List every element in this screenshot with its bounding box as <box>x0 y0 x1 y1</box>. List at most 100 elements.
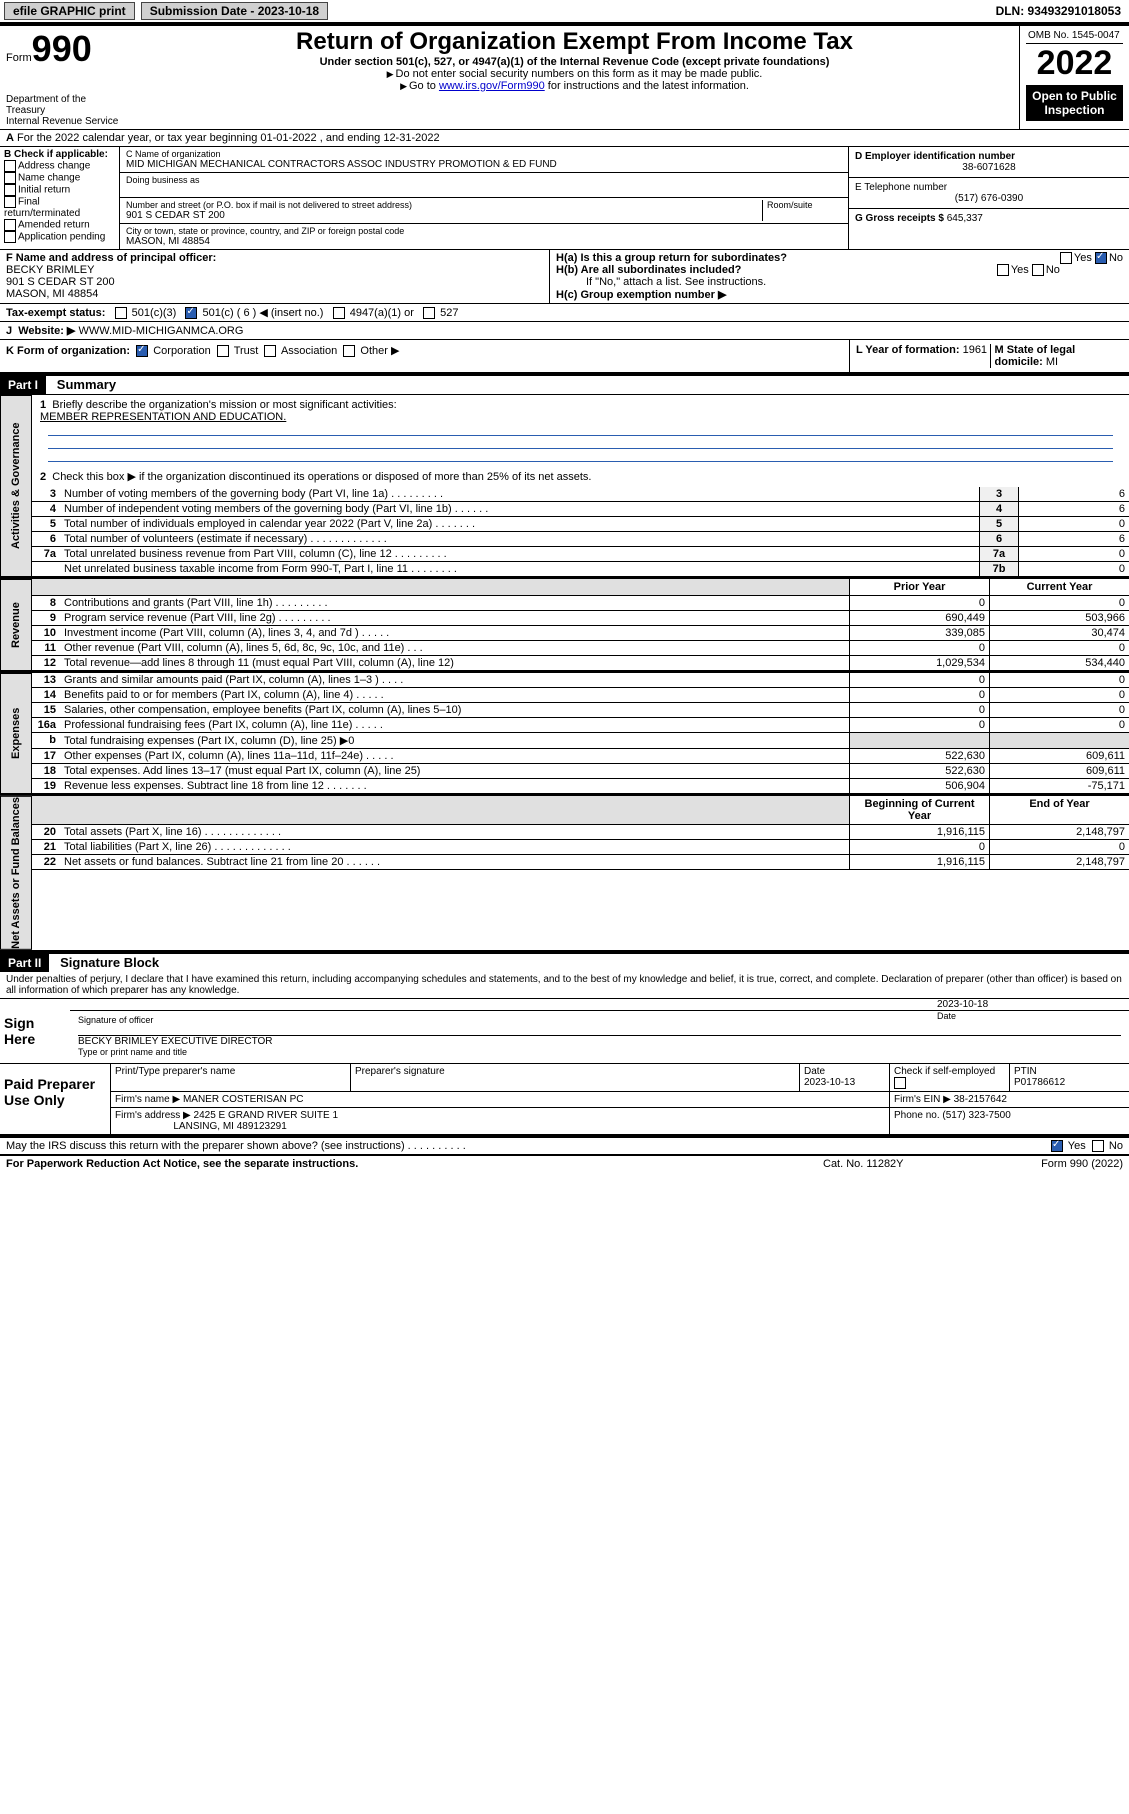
paid-preparer-label: Paid Preparer Use Only <box>0 1064 110 1134</box>
two-col-line-row: 13 Grants and similar amounts paid (Part… <box>32 673 1129 688</box>
street-value: 901 S CEDAR ST 200 <box>126 210 762 221</box>
hb-yes-checkbox[interactable] <box>997 264 1009 276</box>
line-num: 19 <box>32 779 60 793</box>
two-col-line-row: 8 Contributions and grants (Part VIII, l… <box>32 596 1129 611</box>
f-name: BECKY BRIMLEY <box>6 264 543 276</box>
checkbox-501c3[interactable] <box>115 307 127 319</box>
line-text: Program service revenue (Part VIII, line… <box>60 611 849 625</box>
line-num: 14 <box>32 688 60 702</box>
checkbox-initial-return[interactable] <box>4 184 16 196</box>
gov-line-row: 5 Total number of individuals employed i… <box>32 517 1129 532</box>
submission-date-button[interactable]: Submission Date - 2023-10-18 <box>141 2 328 20</box>
label-initial-return: Initial return <box>18 185 70 196</box>
line-text: Grants and similar amounts paid (Part IX… <box>60 673 849 687</box>
prior-year-val: 506,904 <box>849 779 989 793</box>
prior-year-val: 690,449 <box>849 611 989 625</box>
dept-label: Department of the Treasury <box>6 94 124 116</box>
checkbox-corp[interactable] <box>136 345 148 357</box>
hb-no-checkbox[interactable] <box>1032 264 1044 276</box>
k-label: K Form of organization: <box>6 345 130 357</box>
current-year-val: 534,440 <box>989 656 1129 670</box>
irs-form990-link[interactable]: www.irs.gov/Form990 <box>439 80 545 92</box>
checkbox-assoc[interactable] <box>264 345 276 357</box>
two-col-line-row: 18 Total expenses. Add lines 13–17 (must… <box>32 764 1129 779</box>
m-value: MI <box>1046 356 1058 368</box>
sig-name-label: Type or print name and title <box>78 1047 1121 1057</box>
na-col-headers: Beginning of Current Year End of Year <box>32 796 1129 825</box>
col-d-e-g: D Employer identification number 38-6071… <box>849 147 1129 249</box>
street-label: Number and street (or P.O. box if mail i… <box>126 200 762 210</box>
label-app-pending: Application pending <box>18 232 105 243</box>
prior-year-val <box>849 733 989 748</box>
prep-addr1: 2425 E GRAND RIVER SUITE 1 <box>194 1110 339 1121</box>
line-text: Total expenses. Add lines 13–17 (must eq… <box>60 764 849 778</box>
line-num: 17 <box>32 749 60 763</box>
checkbox-other[interactable] <box>343 345 355 357</box>
org-name: MID MICHIGAN MECHANICAL CONTRACTORS ASSO… <box>126 159 842 170</box>
hb-label: H(b) Are all subordinates included? <box>556 264 741 276</box>
prep-ein-label: Firm's EIN ▶ <box>894 1094 951 1105</box>
footer-catno: Cat. No. 11282Y <box>823 1158 973 1170</box>
checkbox-address-change[interactable] <box>4 160 16 172</box>
label-name-change: Name change <box>18 173 80 184</box>
checkbox-527[interactable] <box>423 307 435 319</box>
prior-year-val: 0 <box>849 596 989 610</box>
two-col-line-row: 21 Total liabilities (Part X, line 26) .… <box>32 840 1129 855</box>
current-year-val: 2,148,797 <box>989 855 1129 869</box>
prior-year-val: 0 <box>849 840 989 854</box>
vert-net-assets: Net Assets or Fund Balances <box>0 796 32 950</box>
gross-label: G Gross receipts $ <box>855 213 944 224</box>
room-label: Room/suite <box>762 200 842 221</box>
checkbox-amended[interactable] <box>4 219 16 231</box>
prep-phone-label: Phone no. <box>894 1110 940 1121</box>
prior-year-val: 0 <box>849 718 989 732</box>
current-year-val: 0 <box>989 596 1129 610</box>
col-b-label: B Check if applicable: <box>4 149 115 160</box>
line-num: b <box>32 733 60 748</box>
line-text: Total revenue—add lines 8 through 11 (mu… <box>60 656 849 670</box>
current-year-val: 0 <box>989 673 1129 687</box>
efile-print-button[interactable]: efile GRAPHIC print <box>4 2 135 20</box>
line-num: 15 <box>32 703 60 717</box>
sign-here-grid: Sign Here 2023-10-18 Signature of office… <box>0 999 1129 1064</box>
header-info-grid: B Check if applicable: Address change Na… <box>0 147 1129 250</box>
two-col-line-row: 9 Program service revenue (Part VIII, li… <box>32 611 1129 626</box>
line-text: Other revenue (Part VIII, column (A), li… <box>60 641 849 655</box>
f-addr2: MASON, MI 48854 <box>6 288 543 300</box>
ha-yes-checkbox[interactable] <box>1060 252 1072 264</box>
checkbox-501c[interactable] <box>185 307 197 319</box>
tax-year: 2022 <box>1026 44 1123 83</box>
two-col-line-row: 17 Other expenses (Part IX, column (A), … <box>32 749 1129 764</box>
prep-date-value: 2023-10-13 <box>804 1077 855 1088</box>
prior-year-val: 1,029,534 <box>849 656 989 670</box>
line-num: 18 <box>32 764 60 778</box>
checkbox-4947[interactable] <box>333 307 345 319</box>
prior-year-val: 0 <box>849 703 989 717</box>
prep-self-employed-checkbox[interactable] <box>894 1077 906 1089</box>
ha-no-checkbox[interactable] <box>1095 252 1107 264</box>
note-goto-pre: Go to <box>409 80 439 92</box>
vert-expenses: Expenses <box>0 673 32 794</box>
checkbox-final-return[interactable] <box>4 196 16 208</box>
col-begin-year: Beginning of Current Year <box>849 796 989 824</box>
line-num: 7a <box>32 547 60 561</box>
col-b-checkboxes: B Check if applicable: Address change Na… <box>0 147 120 249</box>
line-val: 0 <box>1019 547 1129 561</box>
calendar-year-text: For the 2022 calendar year, or tax year … <box>17 132 440 144</box>
line-num: 20 <box>32 825 60 839</box>
discuss-no-checkbox[interactable] <box>1092 1140 1104 1152</box>
irs-label: Internal Revenue Service <box>6 116 124 127</box>
discuss-yes-checkbox[interactable] <box>1051 1140 1063 1152</box>
note-goto-post: for instructions and the latest informat… <box>545 80 749 92</box>
row-k-l-m: K Form of organization: Corporation Trus… <box>0 340 1129 376</box>
line1-value: MEMBER REPRESENTATION AND EDUCATION. <box>40 411 286 423</box>
website-value: WWW.MID-MICHIGANMCA.ORG <box>78 325 243 337</box>
line-num: 11 <box>32 641 60 655</box>
f-addr1: 901 S CEDAR ST 200 <box>6 276 543 288</box>
two-col-line-row: 11 Other revenue (Part VIII, column (A),… <box>32 641 1129 656</box>
checkbox-name-change[interactable] <box>4 172 16 184</box>
checkbox-app-pending[interactable] <box>4 231 16 243</box>
checkbox-trust[interactable] <box>217 345 229 357</box>
title-block: Return of Organization Exempt From Incom… <box>130 26 1019 129</box>
line-text: Revenue less expenses. Subtract line 18 … <box>60 779 849 793</box>
